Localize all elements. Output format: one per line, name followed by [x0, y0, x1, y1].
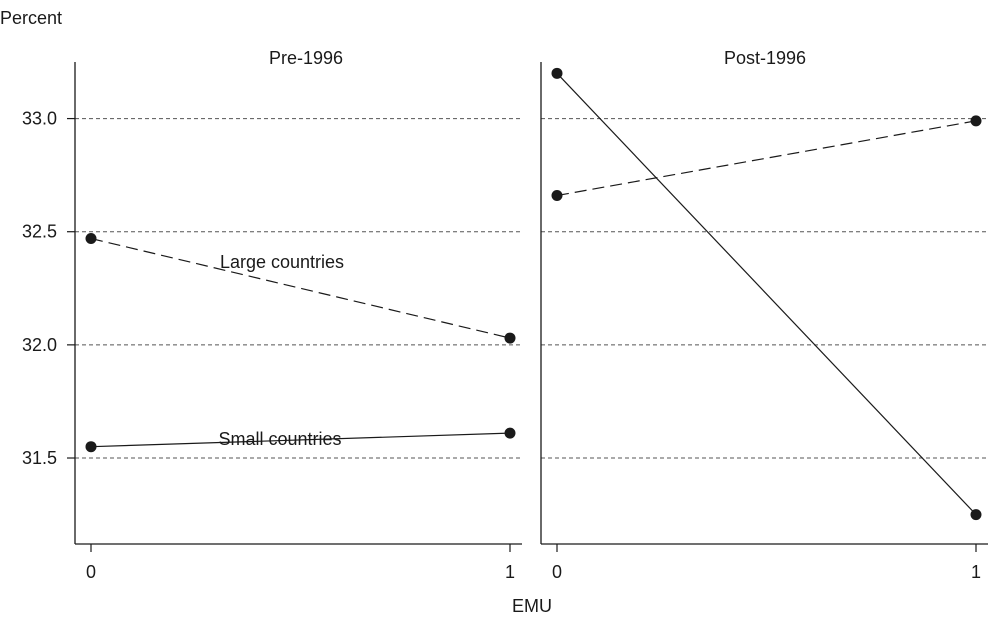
y-axis-ticks: 31.5 32.0 32.5 33.0 [22, 109, 75, 468]
x-tick-label: 0 [86, 562, 96, 582]
panel-pre-1996: 0 1 Pre-1996 Large countries Small countries [74, 48, 522, 582]
panel-title: Post-1996 [724, 48, 806, 68]
data-point [85, 441, 97, 453]
x-tick-label: 0 [552, 562, 562, 582]
x-tick-label: 1 [505, 562, 515, 582]
large-countries-line [556, 120, 977, 197]
data-point [551, 190, 563, 202]
series-label: Small countries [218, 429, 341, 449]
x-tick-label: 1 [971, 562, 981, 582]
small-countries-line [90, 432, 511, 448]
y-tick-label: 33.0 [22, 109, 57, 129]
panel-post-1996: 0 1 Post-1996 [540, 48, 988, 582]
small-countries-line [556, 72, 977, 515]
x-axis-title: EMU [512, 596, 552, 616]
data-point [970, 115, 982, 127]
y-tick-label: 31.5 [22, 448, 57, 468]
chart-panels: 0 1 Pre-1996 Large countries Small countries… [74, 48, 988, 582]
series-label: Large countries [220, 252, 344, 272]
panel-title: Pre-1996 [269, 48, 343, 68]
y-axis-title: Percent [0, 8, 62, 28]
data-point [85, 233, 97, 245]
y-tick-label: 32.0 [22, 335, 57, 355]
data-point [504, 332, 516, 344]
data-point [970, 509, 982, 521]
data-point [551, 67, 563, 79]
data-point [504, 427, 516, 439]
y-tick-label: 32.5 [22, 222, 57, 242]
